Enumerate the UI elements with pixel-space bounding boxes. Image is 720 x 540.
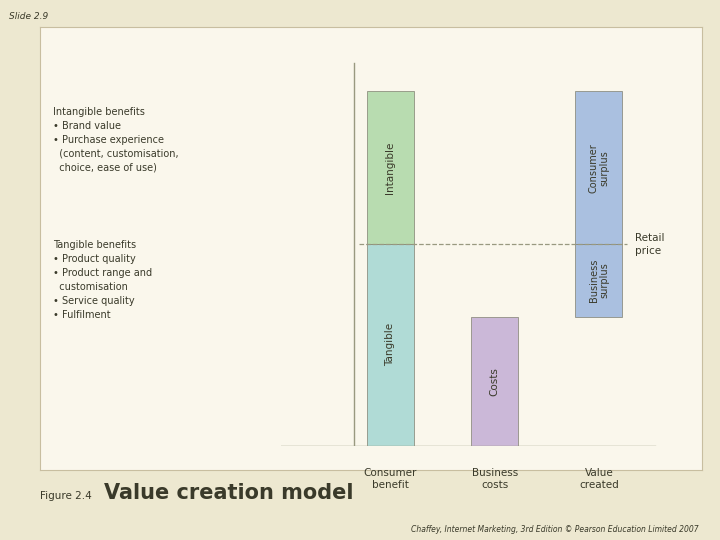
Text: Business
costs: Business costs [472,468,518,490]
Bar [575,244,622,317]
Bar [471,317,518,445]
Text: Tangible: Tangible [385,323,395,367]
Text: Figure 2.4: Figure 2.4 [40,491,91,501]
Text: Slide 2.9: Slide 2.9 [9,12,48,21]
Text: Intangible benefits
• Brand value
• Purchase experience
  (content, customisatio: Intangible benefits • Brand value • Purc… [53,107,179,173]
Bar [367,244,414,446]
Text: Value
created: Value created [579,468,618,490]
Text: Value creation model: Value creation model [104,483,354,503]
Text: Chaffey, Internet Marketing, 3rd Edition © Pearson Education Limited 2007: Chaffey, Internet Marketing, 3rd Edition… [411,524,698,534]
Text: Consumer
benefit: Consumer benefit [364,468,417,490]
Text: Consumer
surplus: Consumer surplus [588,143,609,193]
Text: Intangible: Intangible [385,141,395,194]
Text: Business
surplus: Business surplus [588,259,609,302]
Text: Costs: Costs [490,367,500,396]
Bar [367,91,414,244]
Text: Tangible benefits
• Product quality
• Product range and
  customisation
• Servic: Tangible benefits • Product quality • Pr… [53,240,152,320]
Bar [575,91,622,244]
Text: Retail
price: Retail price [636,233,665,255]
